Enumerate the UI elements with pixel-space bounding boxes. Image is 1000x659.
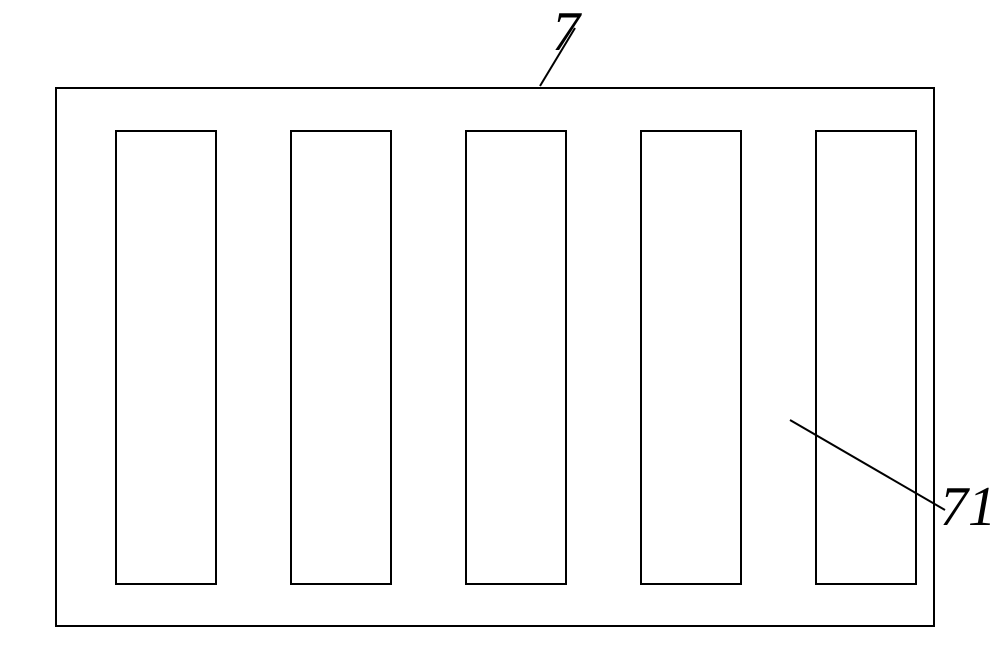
- diagram-canvas: 7 71: [0, 0, 1000, 659]
- leader-line-71: [0, 0, 1000, 659]
- label-71: 71: [940, 475, 996, 539]
